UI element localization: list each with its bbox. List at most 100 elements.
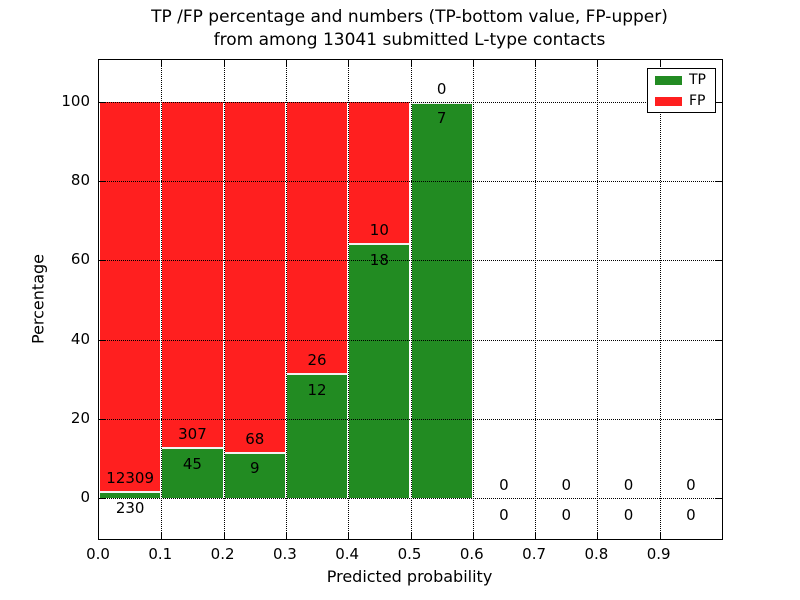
tp-count-label: 0 bbox=[686, 505, 696, 524]
fp-count-label: 10 bbox=[369, 221, 389, 240]
x-tick-mark bbox=[597, 533, 599, 539]
bar-fp-segment bbox=[162, 101, 223, 448]
bar-column-0.3 bbox=[285, 101, 349, 499]
x-tick-mark bbox=[410, 533, 412, 539]
tp-count-label: 0 bbox=[561, 505, 572, 524]
bar-tp-segment bbox=[286, 372, 348, 499]
y-tick-mark bbox=[99, 339, 105, 341]
tp-count-label: 45 bbox=[182, 455, 202, 474]
x-tick-label: 0.1 bbox=[148, 545, 173, 563]
y-tick-mark-right bbox=[716, 260, 722, 262]
x-tick-label: 0.5 bbox=[397, 545, 422, 563]
chart-title-line1: TP /FP percentage and numbers (TP-bottom… bbox=[151, 7, 668, 27]
y-tick-label: 60 bbox=[70, 250, 90, 269]
bar-tp-segment bbox=[162, 447, 223, 499]
x-tick-mark-top bbox=[410, 60, 412, 66]
fp-count-label: 0 bbox=[686, 476, 696, 495]
bar-column-0.1 bbox=[161, 101, 224, 499]
y-tick-mark-right bbox=[716, 101, 722, 103]
x-tick-mark bbox=[659, 533, 661, 539]
bar-tp-segment bbox=[349, 243, 410, 499]
bar-column-0.0 bbox=[99, 101, 162, 499]
x-tick-mark-top bbox=[659, 60, 661, 66]
x-tick-mark bbox=[285, 533, 287, 539]
legend-label-tp: TP bbox=[689, 72, 706, 88]
bar-fp-segment bbox=[100, 101, 161, 491]
bar-fp-segment bbox=[349, 101, 410, 244]
x-tick-mark-top bbox=[348, 60, 350, 66]
y-tick-mark bbox=[99, 498, 105, 500]
y-tick-label: 0 bbox=[80, 488, 90, 507]
x-axis-label: Predicted probability bbox=[326, 567, 493, 586]
legend-item-tp: TP bbox=[648, 72, 715, 88]
y-tick-mark-right bbox=[716, 418, 722, 420]
fp-count-label: 0 bbox=[561, 476, 572, 495]
x-tick-label: 0.0 bbox=[86, 545, 110, 563]
fp-count-label: 0 bbox=[623, 476, 634, 495]
bar-column-0.2 bbox=[223, 101, 286, 499]
bar-column-0.5 bbox=[410, 101, 473, 499]
x-tick-mark-top bbox=[597, 60, 599, 66]
fp-count-label: 307 bbox=[178, 425, 207, 444]
tp-count-label: 230 bbox=[115, 498, 145, 517]
x-tick-mark bbox=[535, 533, 537, 539]
x-tick-mark-top bbox=[472, 60, 474, 66]
legend: TP FP bbox=[647, 68, 716, 113]
tp-count-label: 9 bbox=[249, 459, 260, 478]
x-tick-label: 0.4 bbox=[335, 545, 360, 563]
gridline-x-0.9 bbox=[659, 60, 661, 539]
x-tick-label: 0.2 bbox=[210, 545, 235, 563]
chart-title: TP /FP percentage and numbers (TP-bottom… bbox=[98, 6, 721, 52]
y-tick-label: 80 bbox=[70, 170, 90, 189]
gridline-x-0.7 bbox=[535, 60, 537, 539]
x-tick-mark-top bbox=[535, 60, 537, 66]
x-tick-mark bbox=[161, 533, 163, 539]
x-tick-mark-top bbox=[223, 60, 225, 66]
legend-swatch-tp-icon bbox=[655, 75, 682, 85]
fp-count-label: 0 bbox=[436, 79, 447, 98]
bar-tp-segment bbox=[411, 101, 472, 499]
chart-title-line2: from among 13041 submitted L-type contac… bbox=[213, 30, 606, 50]
y-tick-mark-right bbox=[716, 498, 722, 500]
x-tick-mark bbox=[472, 533, 474, 539]
legend-item-fp: FP bbox=[648, 93, 715, 109]
bar-fp-segment bbox=[224, 101, 285, 452]
tp-count-label: 18 bbox=[369, 250, 389, 269]
y-tick-mark-right bbox=[716, 180, 722, 182]
tp-count-label: 12 bbox=[307, 380, 327, 399]
bar-tp-segment bbox=[224, 451, 285, 499]
bar-fp-segment bbox=[286, 101, 348, 373]
x-tick-mark-top bbox=[285, 60, 287, 66]
x-tick-mark-top bbox=[161, 60, 163, 66]
y-tick-mark bbox=[99, 180, 105, 182]
tp-count-label: 0 bbox=[499, 505, 509, 524]
x-tick-label: 0.9 bbox=[646, 545, 671, 563]
fp-count-label: 26 bbox=[307, 350, 327, 369]
legend-swatch-fp-icon bbox=[655, 96, 682, 106]
y-tick-label: 40 bbox=[70, 329, 90, 348]
gridline-x-0.8 bbox=[597, 60, 599, 539]
legend-label-fp: FP bbox=[689, 93, 706, 109]
fp-count-label: 68 bbox=[245, 429, 265, 448]
x-tick-label: 0.7 bbox=[522, 545, 547, 563]
x-tick-label: 0.8 bbox=[584, 545, 609, 563]
fp-count-label: 0 bbox=[499, 476, 509, 495]
x-tick-mark bbox=[348, 533, 350, 539]
x-tick-label: 0.3 bbox=[272, 545, 297, 563]
y-tick-label: 20 bbox=[70, 408, 90, 427]
gridline-y-0 bbox=[99, 498, 722, 500]
x-tick-label: 0.6 bbox=[459, 545, 484, 563]
y-tick-mark bbox=[99, 418, 105, 420]
tp-count-label: 7 bbox=[436, 109, 447, 128]
y-tick-mark bbox=[99, 260, 105, 262]
fp-count-label: 12309 bbox=[106, 468, 154, 487]
y-tick-label: 100 bbox=[61, 91, 90, 110]
y-tick-mark bbox=[99, 101, 105, 103]
y-tick-mark-right bbox=[716, 339, 722, 341]
tp-count-label: 0 bbox=[623, 505, 634, 524]
bar-column-0.4 bbox=[348, 101, 411, 499]
x-tick-mark bbox=[223, 533, 225, 539]
plot-area: TP FP 12309 230 307 45 68 9 26 12 10 18 0 7 0 0 0 0 0 0 0 0 bbox=[98, 59, 723, 540]
bar-tp-segment bbox=[100, 490, 161, 499]
